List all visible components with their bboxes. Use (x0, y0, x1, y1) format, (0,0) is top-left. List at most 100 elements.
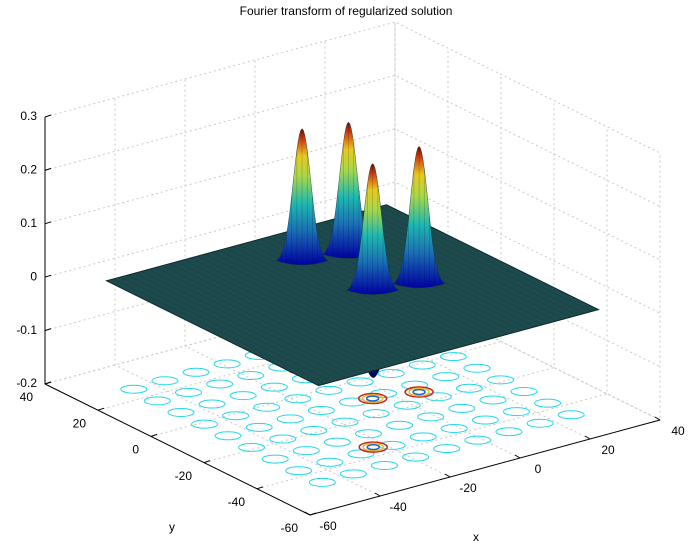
mesh (134, 272, 347, 379)
contour (432, 372, 460, 382)
contour (402, 452, 430, 462)
peak-contour (412, 388, 426, 396)
contour (222, 411, 250, 421)
contour (479, 395, 507, 405)
grid-line (150, 74, 502, 437)
x-axis-label: x (473, 530, 479, 544)
contour (292, 446, 320, 456)
contour (151, 376, 179, 386)
peak-contour (361, 394, 384, 404)
x-tick (374, 492, 381, 497)
peak-contour (408, 387, 430, 397)
peak (392, 146, 446, 289)
mesh (169, 263, 382, 369)
x-tick-label: -60 (319, 519, 337, 533)
y-tick-label: 0 (132, 443, 139, 457)
y-tick-label: 40 (20, 390, 34, 404)
contour (408, 360, 436, 370)
y-tick (150, 433, 158, 437)
contour (526, 418, 554, 428)
mesh (120, 276, 333, 383)
mesh (365, 210, 578, 316)
mesh (190, 257, 403, 364)
grid-line (114, 98, 381, 497)
contour (315, 385, 343, 395)
contour (285, 466, 313, 476)
z-tick (44, 114, 52, 118)
x-tick-label: 20 (601, 443, 615, 457)
z-tick (44, 167, 52, 171)
chart-title: Fourier transform of regularized solutio… (240, 4, 453, 18)
mesh (204, 253, 417, 360)
contour (339, 469, 367, 479)
z-tick-label: 0 (30, 269, 37, 283)
z-tick-label: -0.2 (16, 376, 37, 390)
y-tick-label: -20 (175, 469, 193, 483)
contour (557, 410, 585, 420)
grid-line (44, 128, 661, 261)
x-tick-label: -40 (389, 500, 407, 514)
y-tick-label: -40 (228, 495, 246, 509)
mesh (127, 274, 340, 381)
mesh (225, 248, 438, 354)
peak-contour (362, 442, 384, 452)
mesh (113, 278, 326, 384)
grid-line (256, 126, 608, 490)
contour (362, 409, 390, 419)
contour (386, 420, 414, 430)
surface (105, 204, 600, 387)
contour (229, 391, 257, 401)
z-tick (44, 221, 52, 225)
contour (439, 352, 467, 362)
y-tick (309, 512, 317, 516)
contour (440, 423, 468, 433)
peak-contour (365, 395, 380, 402)
mesh (197, 255, 410, 362)
x-tick (444, 473, 451, 478)
contour (323, 437, 351, 447)
contour (433, 444, 461, 454)
z-tick-label: 0.2 (20, 163, 37, 177)
grid-line (44, 181, 661, 314)
mesh (358, 212, 571, 318)
mesh (155, 267, 368, 373)
contour (471, 415, 499, 425)
contour (377, 368, 405, 378)
contour (455, 383, 483, 393)
peak-contour (358, 441, 388, 453)
contour (316, 457, 344, 467)
z-tick-label: 0.3 (20, 109, 37, 123)
mesh (141, 271, 354, 377)
contour (355, 429, 382, 439)
x-tick (304, 511, 311, 516)
contour (300, 426, 328, 436)
contour (424, 392, 452, 402)
mesh (211, 252, 424, 358)
contour (198, 399, 226, 409)
contour (269, 434, 297, 444)
contour (331, 417, 359, 427)
contour (510, 387, 538, 397)
z-tick-label: 0.1 (20, 216, 37, 230)
y-tick (44, 381, 52, 385)
grid-line (97, 48, 449, 411)
mesh (148, 269, 361, 375)
y-tick (256, 486, 264, 490)
peak-contour (404, 386, 434, 398)
contour (487, 375, 514, 385)
x-tick-label: -20 (459, 481, 477, 495)
x-tick-label: 40 (671, 424, 685, 438)
contour (464, 435, 492, 445)
y-tick (97, 407, 105, 411)
mesh (183, 259, 396, 365)
contour (260, 382, 288, 392)
contour (409, 432, 437, 442)
mesh (162, 265, 375, 371)
contour (213, 359, 241, 369)
z-tick (44, 274, 52, 278)
contour (182, 367, 210, 377)
contour (346, 377, 374, 387)
grid-line (44, 74, 661, 207)
contour (175, 387, 202, 397)
